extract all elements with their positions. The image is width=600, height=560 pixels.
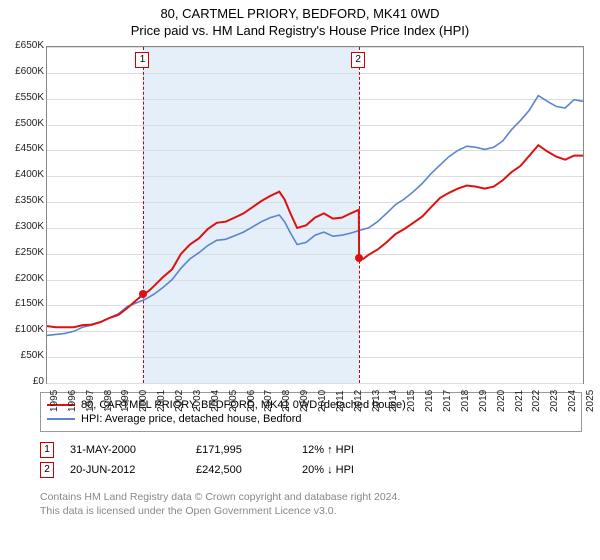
tx-date-1: 31-MAY-2000 [70, 444, 180, 456]
ytick-label: £150K [0, 298, 44, 309]
legend-swatch-2 [47, 418, 75, 420]
transaction-point [139, 290, 147, 298]
title-line2: Price paid vs. HM Land Registry's House … [0, 23, 600, 38]
tx-price-2: £242,500 [196, 464, 286, 476]
ytick-label: £300K [0, 221, 44, 232]
titles: 80, CARTMEL PRIORY, BEDFORD, MK41 0WD Pr… [0, 0, 600, 38]
ytick-label: £600K [0, 66, 44, 77]
tx-price-1: £171,995 [196, 444, 286, 456]
ytick-label: £100K [0, 324, 44, 335]
transactions-table: 1 31-MAY-2000 £171,995 12% ↑ HPI 2 20-JU… [40, 438, 582, 482]
tx-marker-1: 1 [40, 442, 54, 458]
marker-box: 2 [351, 52, 365, 68]
title-line1: 80, CARTMEL PRIORY, BEDFORD, MK41 0WD [0, 6, 600, 21]
legend-label-2: HPI: Average price, detached house, Bedf… [81, 413, 302, 425]
series-svg [47, 47, 583, 383]
chart-card: 80, CARTMEL PRIORY, BEDFORD, MK41 0WD Pr… [0, 0, 600, 560]
footer: Contains HM Land Registry data © Crown c… [40, 490, 582, 518]
ytick-label: £500K [0, 118, 44, 129]
tx-row-2: 2 20-JUN-2012 £242,500 20% ↓ HPI [40, 462, 582, 478]
footer-line1: Contains HM Land Registry data © Crown c… [40, 490, 582, 504]
tx-row-1: 1 31-MAY-2000 £171,995 12% ↑ HPI [40, 442, 582, 458]
ytick-label: £400K [0, 169, 44, 180]
tx-pct-1: 12% ↑ HPI [302, 444, 412, 456]
xtick-label: 2025 [585, 390, 600, 412]
ytick-label: £350K [0, 195, 44, 206]
ytick-label: £200K [0, 273, 44, 284]
ytick-label: £450K [0, 143, 44, 154]
marker-box: 1 [135, 52, 149, 68]
tx-date-2: 20-JUN-2012 [70, 464, 180, 476]
tx-marker-2: 2 [40, 462, 54, 478]
series-hpi [47, 96, 583, 336]
transaction-point [355, 254, 363, 262]
ytick-label: £550K [0, 92, 44, 103]
footer-line2: This data is licensed under the Open Gov… [40, 504, 582, 518]
chart-area [46, 46, 584, 384]
ytick-label: £0 [0, 376, 44, 387]
ytick-label: £250K [0, 247, 44, 258]
legend-row-2: HPI: Average price, detached house, Bedf… [47, 413, 575, 425]
ytick-label: £650K [0, 40, 44, 51]
tx-pct-2: 20% ↓ HPI [302, 464, 412, 476]
ytick-label: £50K [0, 350, 44, 361]
